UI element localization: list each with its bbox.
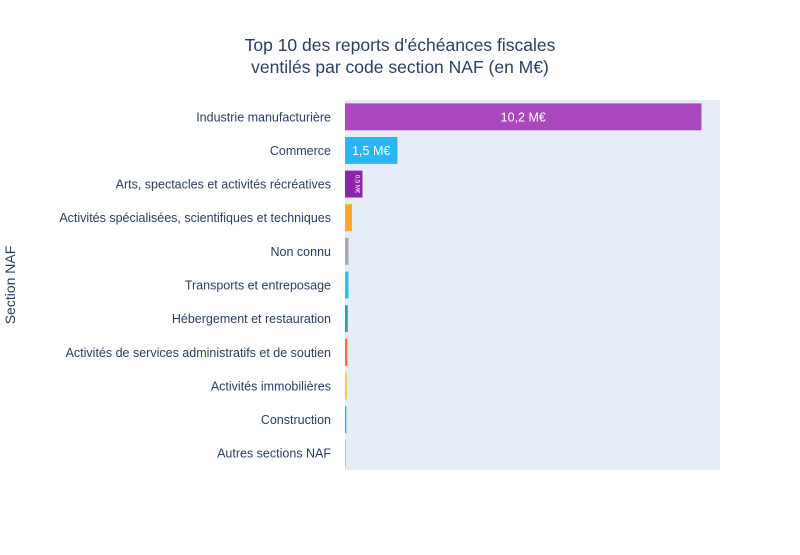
y-tick-label: Commerce <box>270 144 331 158</box>
y-axis-title: Section NAF <box>2 246 18 325</box>
bar[interactable] <box>345 305 348 333</box>
bar[interactable] <box>345 406 347 433</box>
plot-area <box>345 100 720 470</box>
data-label: 10,2 M€ <box>501 110 546 124</box>
y-tick-label: Arts, spectacles et activités récréative… <box>116 178 331 192</box>
y-tick-labels: Industrie manufacturière Commerce Arts, sp… <box>59 110 331 460</box>
y-tick-label: Activités spécialisées, scientifiques et… <box>59 211 331 225</box>
y-tick-label: Industrie manufacturière <box>196 110 331 124</box>
y-tick-label: Transports et entreposage <box>185 279 331 293</box>
y-tick-label: Hébergement et restauration <box>172 312 331 326</box>
chart-title-line2: ventilés par code section NAF (en M€) <box>251 57 549 77</box>
bar[interactable] <box>345 338 348 366</box>
bar[interactable] <box>345 170 363 198</box>
data-labels: 10,2 M€ 1,5 M€ 0,5 M€ <box>352 110 546 194</box>
data-label: 1,5 M€ <box>352 144 390 158</box>
y-tick-label: Non connu <box>271 245 332 259</box>
bar[interactable] <box>345 271 349 299</box>
bar[interactable] <box>345 103 702 131</box>
data-label: 0,5 M€ <box>354 175 360 194</box>
bar[interactable] <box>345 439 346 467</box>
bar[interactable] <box>345 237 349 265</box>
y-tick-label: Autres sections NAF <box>217 447 331 461</box>
bar[interactable] <box>345 137 398 164</box>
y-tick-label: Activités immobilières <box>211 379 331 393</box>
bars-group <box>345 103 702 467</box>
bar[interactable] <box>345 204 352 232</box>
bar[interactable] <box>345 372 347 400</box>
y-tick-label: Activités de services administratifs et … <box>66 346 331 360</box>
y-tick-label: Construction <box>261 413 331 427</box>
chart-title-line1: Top 10 des reports d'échéances fiscales <box>245 35 556 55</box>
